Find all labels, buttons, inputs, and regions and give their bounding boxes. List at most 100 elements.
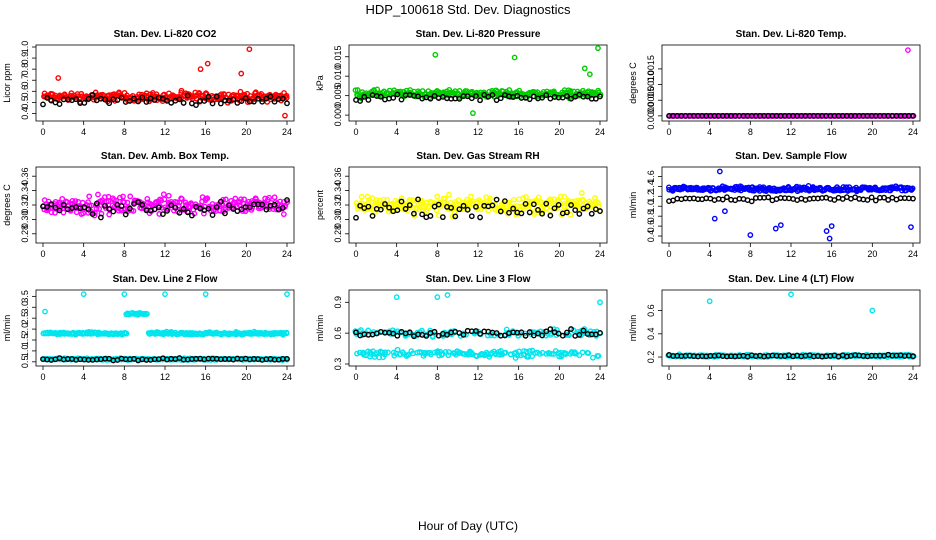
x-tick-label: 8 [435, 372, 440, 382]
x-tick-label: 24 [908, 249, 918, 259]
data-point [93, 205, 100, 212]
x-tick-label: 0 [353, 127, 358, 137]
data-point [580, 197, 587, 204]
data-point-black [56, 101, 63, 107]
x-tick-label: 16 [827, 249, 837, 259]
data-point [384, 196, 391, 203]
outlier-point [282, 112, 288, 119]
data-point [909, 185, 916, 192]
data-point-black [872, 197, 879, 204]
data-point [535, 194, 542, 201]
data-point-black [539, 94, 546, 101]
x-tick-label: 12 [786, 127, 796, 137]
data-point-black [555, 202, 562, 208]
data-point [595, 352, 602, 359]
data-point [442, 195, 448, 202]
data-point [283, 92, 290, 99]
y-axis-label: degrees C [628, 62, 638, 104]
x-tick-label: 20 [867, 372, 877, 382]
outlier-point [722, 208, 728, 215]
data-point [538, 199, 544, 206]
panel-title: Stan. Dev. Gas Stream RH [416, 151, 539, 162]
data-point [434, 193, 441, 200]
x-tick-label: 20 [867, 249, 877, 259]
data-points [352, 45, 604, 117]
data-point-black [543, 328, 550, 335]
outlier-point [444, 292, 451, 298]
data-point-black [564, 93, 570, 99]
panel-title: Stan. Dev. Li-820 Pressure [416, 29, 541, 40]
data-point [398, 195, 405, 202]
data-point-black [831, 197, 838, 203]
data-point-black [406, 329, 413, 336]
data-point [536, 351, 543, 357]
outlier-point [772, 225, 779, 232]
data-point-black [588, 210, 595, 217]
x-tick-label: 20 [241, 249, 251, 259]
data-point [445, 352, 452, 359]
x-tick-label: 16 [827, 372, 837, 382]
y-tick-label: 0.8 [646, 210, 656, 223]
x-tick-label: 20 [241, 372, 251, 382]
data-point-black [213, 204, 220, 211]
data-point-black [357, 98, 364, 104]
y-tick-label: 1.0 [20, 345, 30, 358]
data-point-black [89, 92, 96, 98]
data-point-black [493, 196, 500, 203]
data-point [548, 351, 555, 357]
data-point [204, 195, 211, 202]
y-tick-label: 0.3 [333, 358, 343, 371]
data-point-black [493, 330, 500, 336]
data-point [445, 349, 452, 355]
data-point [222, 196, 229, 203]
data-point-black [431, 328, 438, 335]
data-point-black [242, 95, 249, 101]
outlier-point [908, 224, 914, 230]
data-point-black [102, 202, 108, 209]
data-point-black [551, 205, 558, 212]
data-point [730, 112, 737, 119]
data-point-black [160, 211, 166, 218]
data-point-black [415, 196, 421, 203]
y-tick-label: 3.0 [20, 301, 30, 314]
data-point [52, 198, 59, 205]
outlier-point [716, 168, 723, 175]
y-tick-label: 1.2 [646, 190, 656, 203]
x-tick-label: 24 [282, 127, 292, 137]
y-tick-label: 1.4 [646, 180, 656, 193]
data-point-black [102, 96, 108, 103]
data-point-black [468, 213, 475, 220]
data-point-black [547, 326, 554, 333]
data-point-black [526, 329, 533, 335]
data-point [579, 349, 586, 356]
data-point [72, 198, 79, 204]
data-point-black [184, 209, 191, 216]
data-point [201, 210, 207, 217]
panel-3: Stan. Dev. Li-820 Temp. degrees C 0 4 8 12 16 2… [628, 29, 921, 137]
data-point [468, 193, 474, 200]
panel-6: Stan. Dev. Sample Flow ml/min 0 4 8 12 16 20 24 0… [628, 151, 921, 259]
data-point [253, 196, 259, 203]
x-tick-label: 8 [122, 372, 127, 382]
data-point-black [439, 214, 446, 221]
outlier-point [826, 235, 833, 242]
data-point-black [193, 102, 199, 108]
data-point [120, 193, 126, 200]
data-point-black [106, 100, 113, 107]
outlier-point [706, 298, 713, 305]
data-point-black [251, 98, 257, 105]
data-point [561, 194, 568, 200]
data-point-black [89, 211, 96, 217]
data-point [358, 193, 365, 200]
x-tick-label: 4 [394, 127, 399, 137]
data-point-black [176, 96, 183, 103]
data-point-black [406, 202, 413, 209]
data-point-black [217, 198, 224, 205]
data-point [592, 195, 598, 201]
x-tick-label: 4 [707, 372, 712, 382]
data-point [548, 197, 554, 204]
data-point-black [114, 97, 121, 103]
data-point [123, 330, 130, 337]
data-point-black [284, 100, 290, 107]
data-point-black [543, 92, 550, 98]
